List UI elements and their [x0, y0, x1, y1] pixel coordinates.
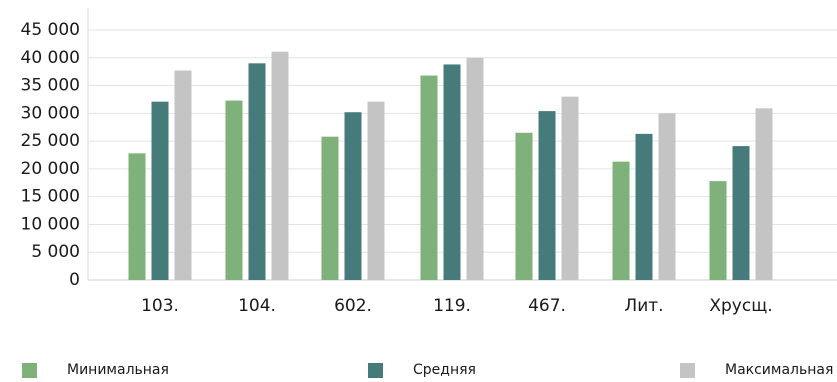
x-tick-label: Лит.: [624, 296, 663, 316]
bar: [538, 111, 556, 280]
bar: [515, 132, 533, 280]
bar: [612, 161, 630, 280]
y-tick-label: 25 000: [21, 131, 80, 151]
legend: Минимальная Средняя Максимальная: [0, 362, 837, 382]
bar: [561, 96, 579, 281]
legend-swatch-max: [680, 362, 695, 378]
x-tick-label: 103.: [141, 296, 179, 316]
bar: [658, 113, 676, 280]
x-tick-label: 119.: [433, 296, 471, 316]
bars: [128, 51, 773, 281]
legend-item-min: Минимальная: [22, 362, 169, 378]
y-axis-ticks: 0 5 000 10 000 15 000 20 000 25 000 30 000 35 0…: [21, 20, 80, 290]
bar: [225, 100, 243, 280]
bar: [420, 75, 438, 280]
y-tick-label: 20 000: [21, 159, 80, 179]
x-tick-label: Хрусщ.: [709, 296, 772, 316]
x-axis-ticks: 103. 104. 602. 119. 467. Лит. Хрусщ.: [141, 296, 773, 316]
legend-label-max: Максимальная: [725, 362, 834, 378]
bar: [151, 101, 169, 281]
legend-swatch-min: [22, 362, 37, 378]
x-tick-label: 602.: [334, 296, 372, 316]
bar: [635, 133, 653, 280]
bar: [367, 101, 385, 281]
y-tick-label: 10 000: [21, 214, 80, 234]
legend-label-avg: Средняя: [413, 362, 476, 378]
bar: [344, 112, 362, 280]
x-tick-label: 104.: [238, 296, 276, 316]
bar-chart: 0 5 000 10 000 15 000 20 000 25 000 30 000 35 0…: [21, 8, 837, 316]
bar: [321, 136, 339, 280]
bar: [466, 57, 484, 281]
y-tick-label: 30 000: [21, 103, 80, 123]
bar: [271, 51, 289, 280]
x-tick-label: 467.: [528, 296, 566, 316]
bar: [709, 181, 727, 280]
y-tick-label: 15 000: [21, 187, 80, 207]
legend-item-max: Максимальная: [680, 362, 833, 378]
y-tick-label: 5 000: [31, 242, 80, 262]
y-tick-label: 45 000: [21, 20, 80, 40]
legend-item-avg: Средняя: [368, 362, 476, 378]
y-tick-label: 35 000: [21, 76, 80, 96]
legend-label-min: Минимальная: [67, 362, 169, 378]
bar: [128, 153, 146, 280]
bar: [443, 64, 461, 280]
bar: [174, 70, 192, 280]
y-tick-label: 40 000: [21, 48, 80, 68]
bar: [732, 146, 750, 280]
bar: [248, 63, 266, 281]
gridlines: [87, 8, 837, 281]
legend-swatch-avg: [368, 362, 383, 378]
y-tick-label: 0: [69, 270, 80, 290]
bar: [755, 108, 773, 280]
